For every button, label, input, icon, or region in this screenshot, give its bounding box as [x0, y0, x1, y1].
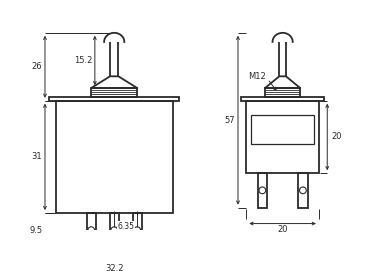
Bar	[56, 101, 173, 213]
Bar	[91, 88, 138, 96]
Bar	[265, 88, 300, 96]
Bar	[258, 173, 267, 208]
Text: 26: 26	[31, 62, 42, 71]
Bar	[133, 213, 142, 247]
Text: 20: 20	[277, 225, 288, 234]
Bar	[109, 213, 119, 247]
Text: 15.2: 15.2	[74, 56, 92, 65]
Bar	[241, 96, 324, 101]
Text: 20: 20	[331, 133, 342, 141]
Bar	[49, 96, 179, 101]
Bar	[246, 101, 319, 173]
Text: 6.35: 6.35	[117, 221, 134, 231]
Text: 9.5: 9.5	[30, 226, 43, 235]
Text: 57: 57	[224, 116, 235, 125]
Text: 31: 31	[31, 152, 42, 161]
Bar	[252, 115, 314, 144]
Text: M12: M12	[249, 72, 266, 81]
Bar	[87, 213, 96, 247]
Bar	[298, 173, 307, 208]
Text: 32.2: 32.2	[105, 264, 124, 271]
